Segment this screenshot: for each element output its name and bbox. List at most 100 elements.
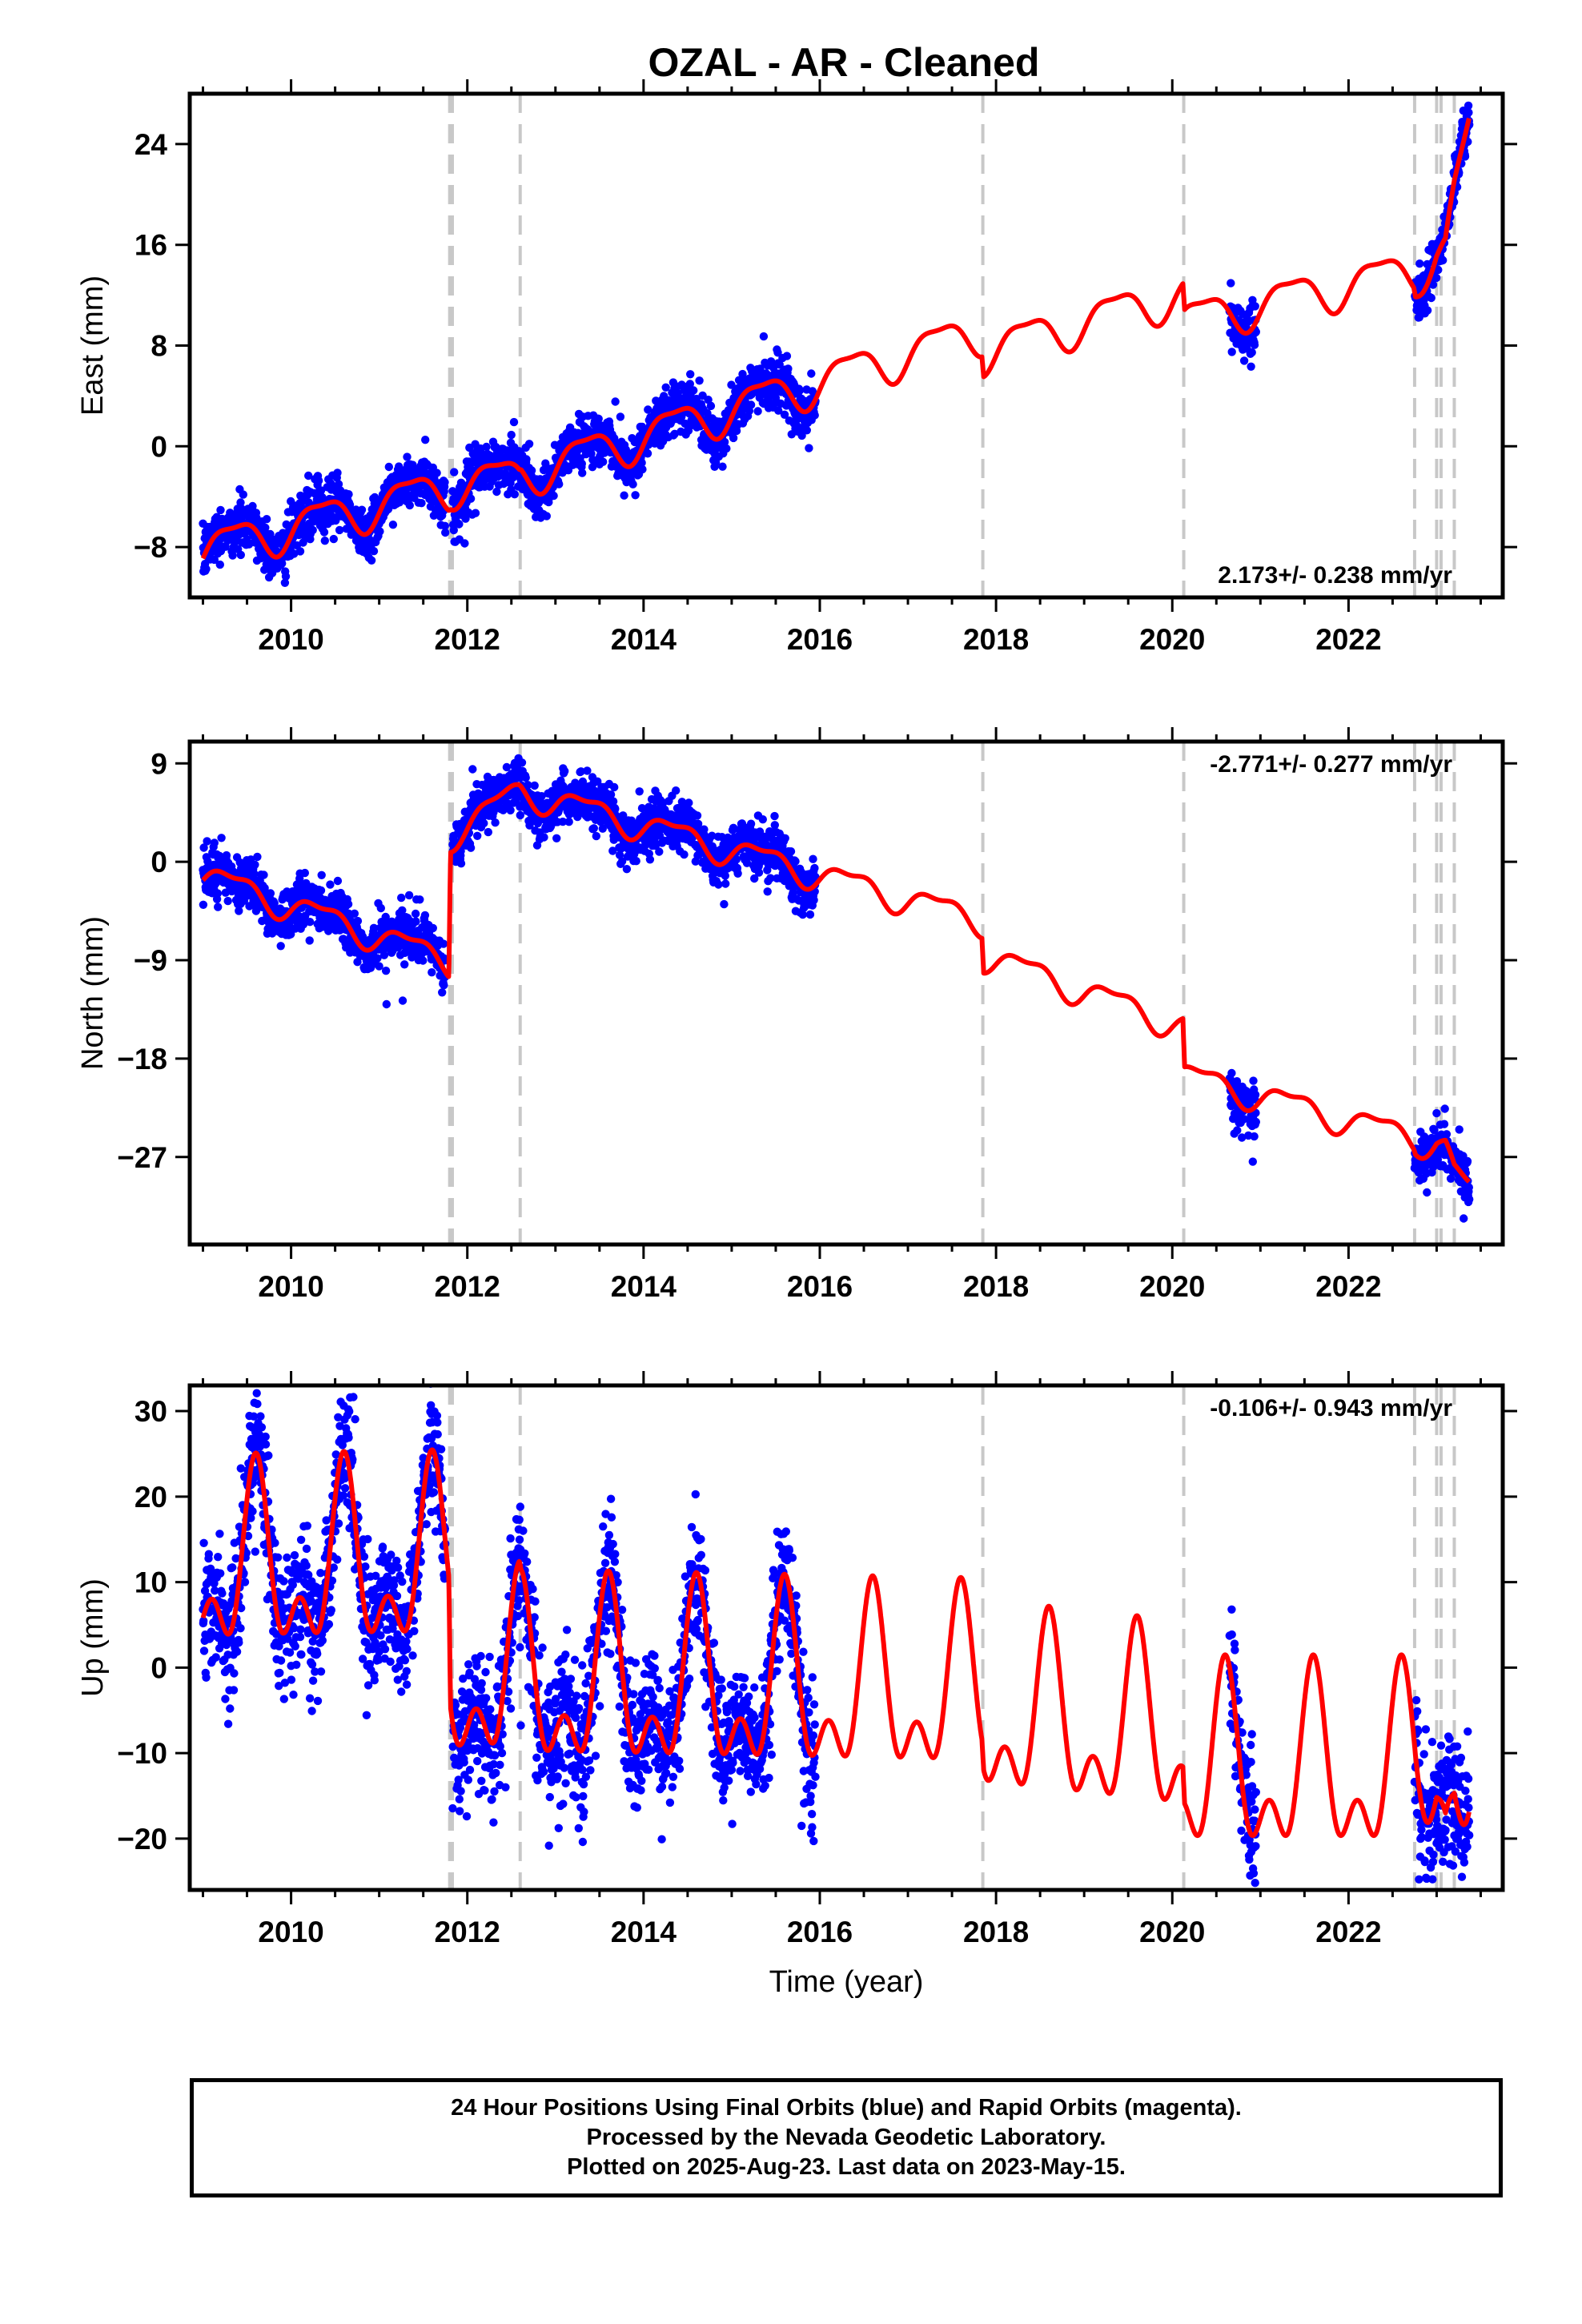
data-point (661, 383, 670, 392)
data-point (221, 1695, 230, 1703)
data-point (1465, 1195, 1474, 1204)
data-point (770, 811, 779, 821)
data-point (317, 870, 326, 880)
data-point (781, 834, 789, 843)
data-point (516, 810, 524, 820)
data-point (400, 960, 409, 969)
data-point (722, 444, 731, 453)
data-point (599, 457, 608, 466)
y-tick-label: −9 (134, 944, 167, 977)
data-point (202, 1673, 211, 1682)
data-point (432, 468, 441, 477)
data-point (643, 449, 652, 458)
data-point (419, 956, 428, 965)
data-point (253, 852, 262, 862)
data-point (509, 417, 519, 427)
data-point (343, 899, 353, 909)
observation-points (199, 101, 1474, 587)
data-point (1227, 1068, 1236, 1078)
data-point (502, 762, 512, 772)
data-point (248, 501, 257, 511)
data-point (397, 893, 406, 903)
data-point (635, 787, 644, 796)
data-point (1431, 273, 1441, 283)
data-point (530, 781, 539, 790)
data-point (466, 494, 476, 503)
y-axis-title: East (mm) (76, 275, 110, 416)
y-tick-label: 16 (135, 229, 167, 262)
data-point (1464, 108, 1473, 117)
data-point (594, 414, 603, 424)
data-point (720, 437, 729, 447)
data-point (210, 838, 219, 847)
y-tick-label: −18 (117, 1043, 167, 1076)
x-tick-label: 2016 (787, 1270, 853, 1303)
data-point (791, 857, 800, 866)
data-point (305, 936, 314, 945)
data-point (230, 1669, 239, 1678)
data-point (214, 903, 223, 911)
data-point (1227, 279, 1235, 287)
data-point (1251, 1117, 1261, 1127)
data-point (805, 444, 813, 452)
data-point (203, 857, 212, 866)
data-point (1251, 302, 1259, 311)
y-tick-label: 0 (151, 846, 167, 879)
data-point (1439, 1120, 1449, 1128)
data-point (522, 455, 531, 464)
data-point (610, 782, 619, 792)
data-point (809, 895, 818, 905)
data-point (786, 847, 796, 856)
data-point (1446, 1174, 1456, 1184)
data-point (229, 1686, 239, 1695)
data-point (329, 534, 338, 544)
data-point (314, 476, 323, 485)
data-point (326, 880, 335, 889)
observation-points (199, 1385, 1474, 1888)
y-tick-label: 9 (151, 747, 167, 780)
data-point (456, 859, 466, 868)
data-point (404, 891, 414, 900)
x-tick-label: 2020 (1139, 623, 1205, 656)
data-point (693, 811, 702, 820)
data-point (1434, 265, 1443, 275)
data-point (216, 1569, 225, 1578)
x-tick-label: 2022 (1315, 1270, 1381, 1303)
data-point (1249, 1076, 1258, 1085)
x-tick-label: 2022 (1315, 623, 1381, 656)
data-point (766, 357, 776, 366)
data-point (616, 412, 625, 421)
data-point (733, 869, 742, 879)
data-point (578, 468, 587, 477)
data-point (259, 870, 268, 879)
data-point (721, 871, 729, 880)
data-point (280, 578, 290, 587)
data-point (1248, 1157, 1258, 1166)
data-point (308, 525, 317, 535)
data-point (344, 490, 353, 499)
data-point (631, 491, 640, 500)
data-point (644, 405, 652, 414)
data-point (450, 468, 459, 476)
data-point (218, 1589, 227, 1598)
data-point (555, 480, 564, 489)
data-point (784, 364, 793, 373)
data-point (810, 411, 819, 420)
x-tick-label: 2012 (435, 1270, 500, 1303)
data-point (542, 512, 551, 521)
data-point (215, 1530, 224, 1538)
data-point (266, 889, 275, 898)
data-point (440, 521, 449, 530)
data-point (510, 490, 519, 499)
data-point (441, 528, 450, 537)
data-point (645, 855, 655, 864)
data-point (583, 766, 592, 775)
data-point (304, 471, 313, 480)
data-point (333, 876, 343, 886)
data-point (637, 458, 646, 468)
data-point (216, 505, 225, 515)
data-point (720, 899, 729, 909)
data-point (753, 407, 762, 416)
data-point (417, 499, 426, 508)
